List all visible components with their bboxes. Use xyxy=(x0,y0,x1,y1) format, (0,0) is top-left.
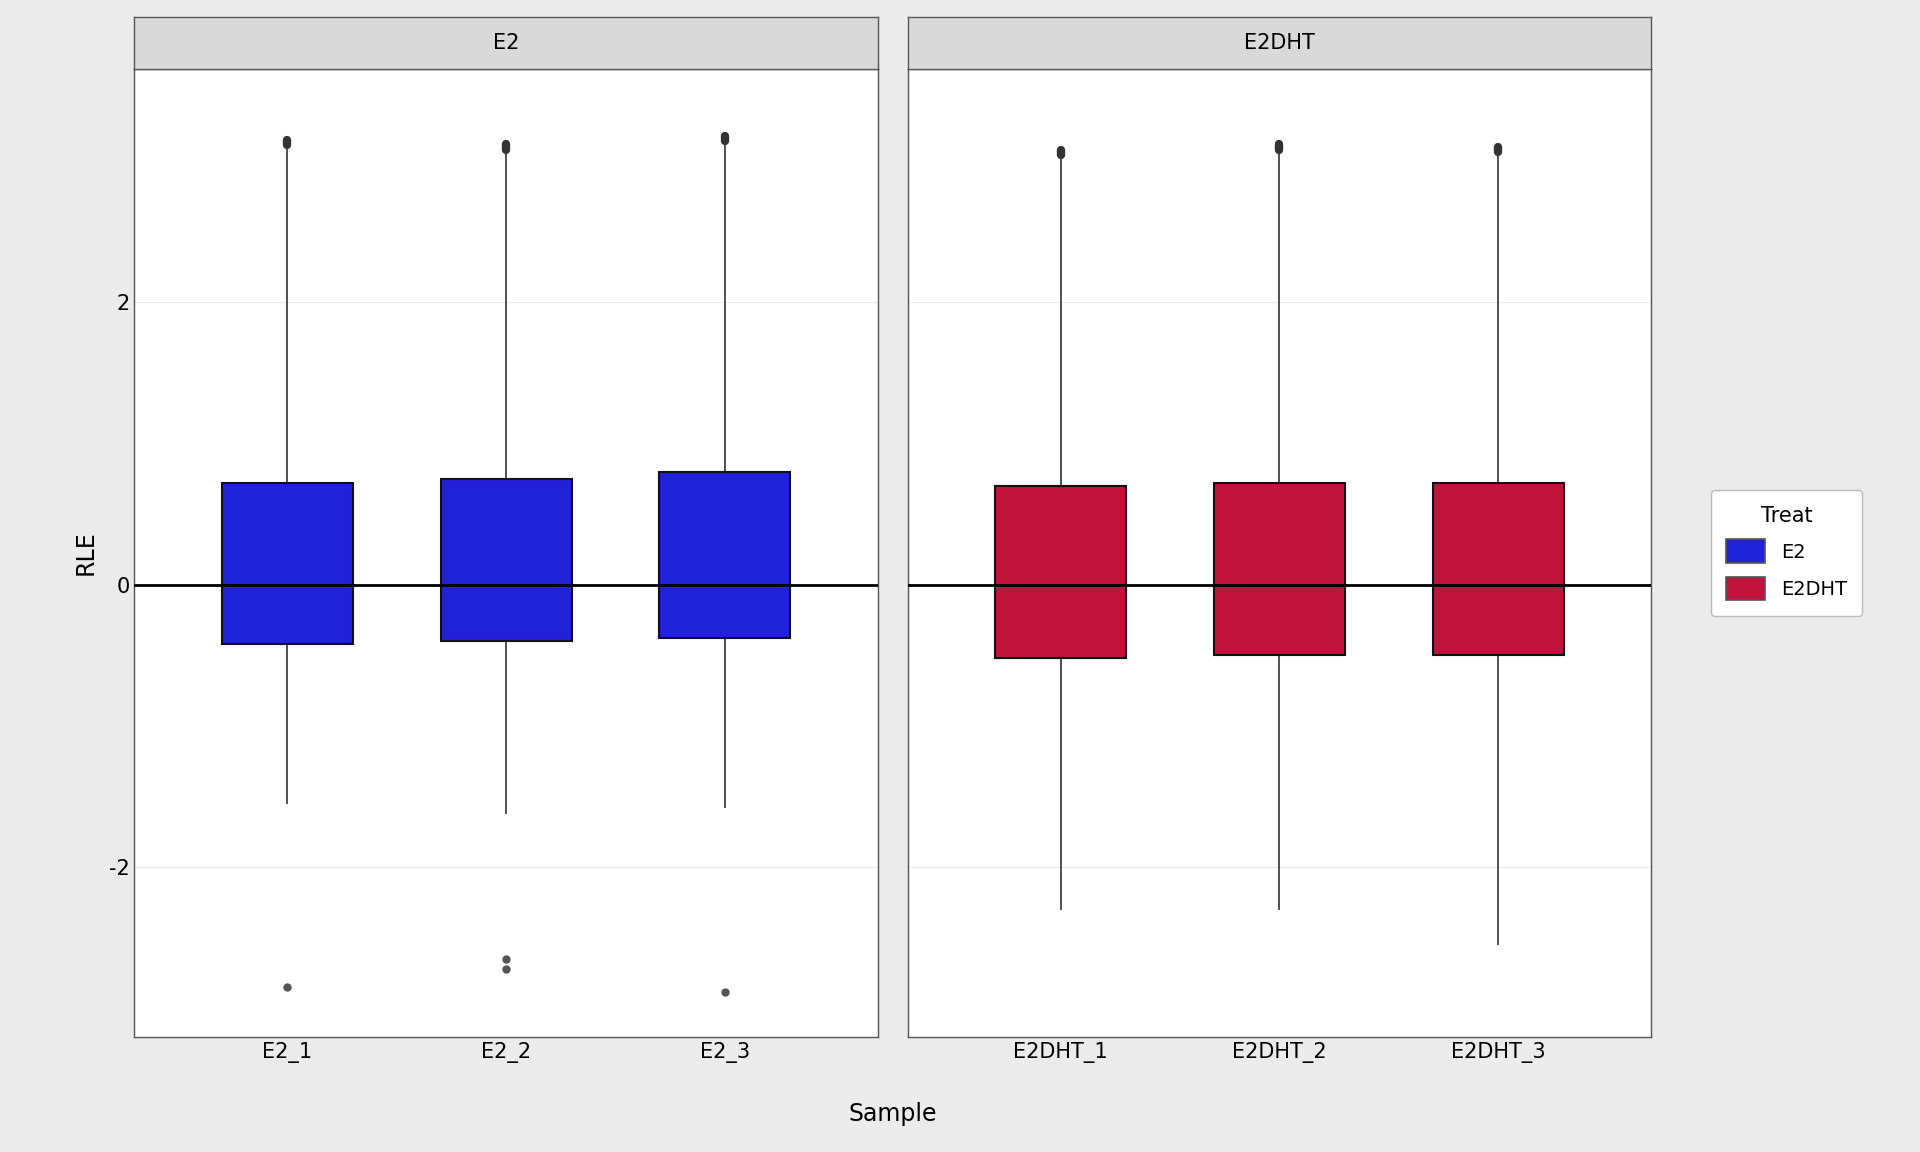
FancyBboxPatch shape xyxy=(223,483,353,644)
Text: E2: E2 xyxy=(493,33,518,53)
FancyBboxPatch shape xyxy=(1432,483,1563,655)
Text: Sample: Sample xyxy=(849,1102,937,1126)
Legend: E2, E2DHT: E2, E2DHT xyxy=(1711,490,1862,616)
FancyBboxPatch shape xyxy=(1213,483,1346,655)
FancyBboxPatch shape xyxy=(659,471,791,638)
FancyBboxPatch shape xyxy=(995,486,1127,658)
FancyBboxPatch shape xyxy=(440,479,572,642)
Text: E2DHT: E2DHT xyxy=(1244,33,1315,53)
Y-axis label: RLE: RLE xyxy=(73,531,98,575)
